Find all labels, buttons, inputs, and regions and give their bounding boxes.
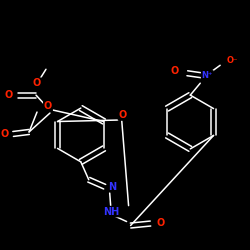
Text: O: O (118, 110, 127, 120)
Text: O: O (4, 90, 12, 100)
Text: O: O (0, 129, 8, 139)
Text: O: O (170, 66, 178, 76)
Text: N⁺: N⁺ (202, 71, 213, 80)
Text: O⁻: O⁻ (226, 56, 238, 65)
Text: NH: NH (104, 206, 120, 216)
Text: O: O (156, 218, 164, 228)
Text: N: N (108, 182, 117, 192)
Text: O: O (33, 78, 41, 88)
Text: O: O (44, 101, 52, 111)
